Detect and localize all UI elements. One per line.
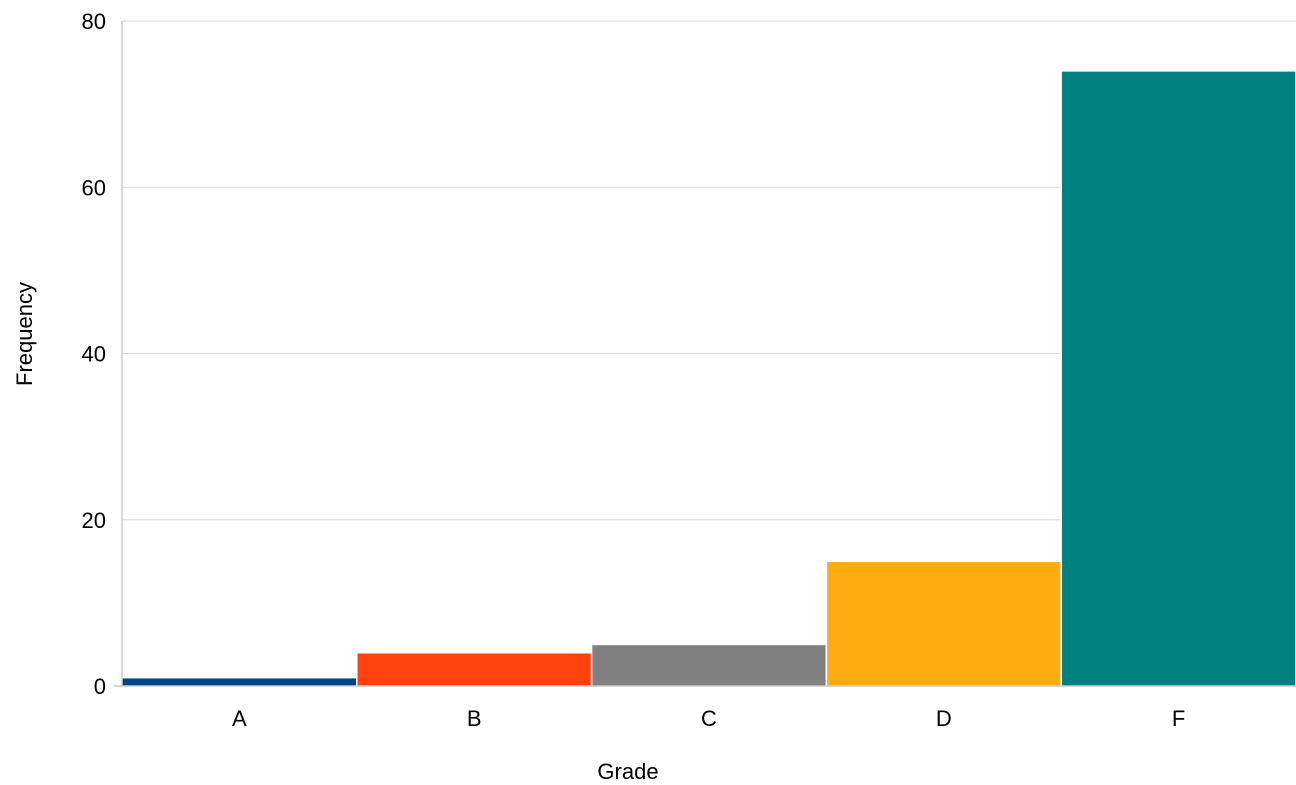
x-tick-label: F [1172,706,1185,731]
axes [114,21,1296,687]
x-tick-label: A [232,706,247,731]
x-tick-label: C [701,706,717,731]
x-tick-label: D [936,706,952,731]
y-tick-labels: 0 20 40 60 80 [82,9,106,699]
y-tick-label: 20 [82,508,106,533]
bar-a [121,676,358,687]
y-tick-label: 0 [94,674,106,699]
y-tick-label: 80 [82,9,106,34]
bar-c [590,643,828,687]
bar-f [1060,70,1296,687]
y-tick-label: 40 [82,342,106,367]
y-axis-label: Frequency [12,282,37,386]
bar-b [356,652,593,687]
bars [121,70,1296,687]
x-axis-label: Grade [597,759,658,784]
bar-d [825,560,1062,687]
x-tick-label: B [467,706,482,731]
y-tick-label: 60 [82,175,106,200]
